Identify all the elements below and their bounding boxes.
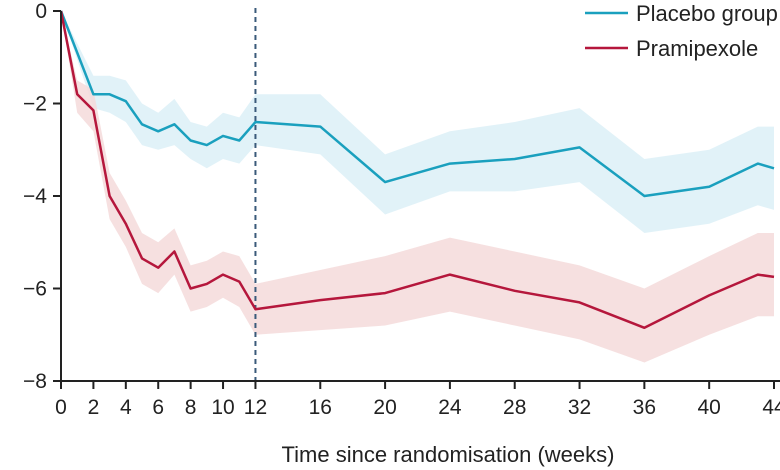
series-line-pramipexole xyxy=(59,10,775,330)
x-tick-label: 32 xyxy=(568,396,591,419)
series-line-placebo xyxy=(59,10,775,198)
band-pramipexole xyxy=(61,11,774,363)
x-axis-ticks: 0 2 4 6 8 10 12 16 20 24 28 32 36 40 44 xyxy=(55,381,780,419)
x-tick-label: 10 xyxy=(211,396,234,419)
band-placebo xyxy=(61,11,774,233)
x-tick-label: 20 xyxy=(373,396,396,419)
y-tick-label: −4 xyxy=(23,185,47,208)
x-tick-label: 2 xyxy=(88,396,100,419)
x-tick-label: 8 xyxy=(185,396,197,419)
x-tick-label: 28 xyxy=(503,396,526,419)
x-tick-label: 12 xyxy=(244,396,267,419)
x-tick-label: 36 xyxy=(633,396,656,419)
x-tick-label: 16 xyxy=(309,396,332,419)
y-tick-label: 0 xyxy=(35,0,47,23)
series-lines xyxy=(59,10,775,330)
y-axis-ticks: 0 −2 −4 −6 −8 xyxy=(23,0,61,393)
legend: Placebo group Pramipexole xyxy=(585,1,778,61)
legend-label-placebo: Placebo group xyxy=(636,1,778,26)
x-tick-label: 44 xyxy=(762,396,780,419)
x-tick-label: 6 xyxy=(152,396,164,419)
confidence-bands xyxy=(61,11,774,363)
y-tick-label: −8 xyxy=(23,370,47,393)
x-tick-label: 40 xyxy=(698,396,721,419)
x-tick-label: 24 xyxy=(438,396,462,419)
y-tick-label: −2 xyxy=(23,93,47,116)
x-tick-label: 0 xyxy=(55,396,67,419)
x-tick-label: 4 xyxy=(120,396,132,419)
x-axis-title: Time since randomisation (weeks) xyxy=(282,442,615,467)
y-tick-label: −6 xyxy=(23,278,47,301)
legend-label-pramipexole: Pramipexole xyxy=(636,36,758,61)
